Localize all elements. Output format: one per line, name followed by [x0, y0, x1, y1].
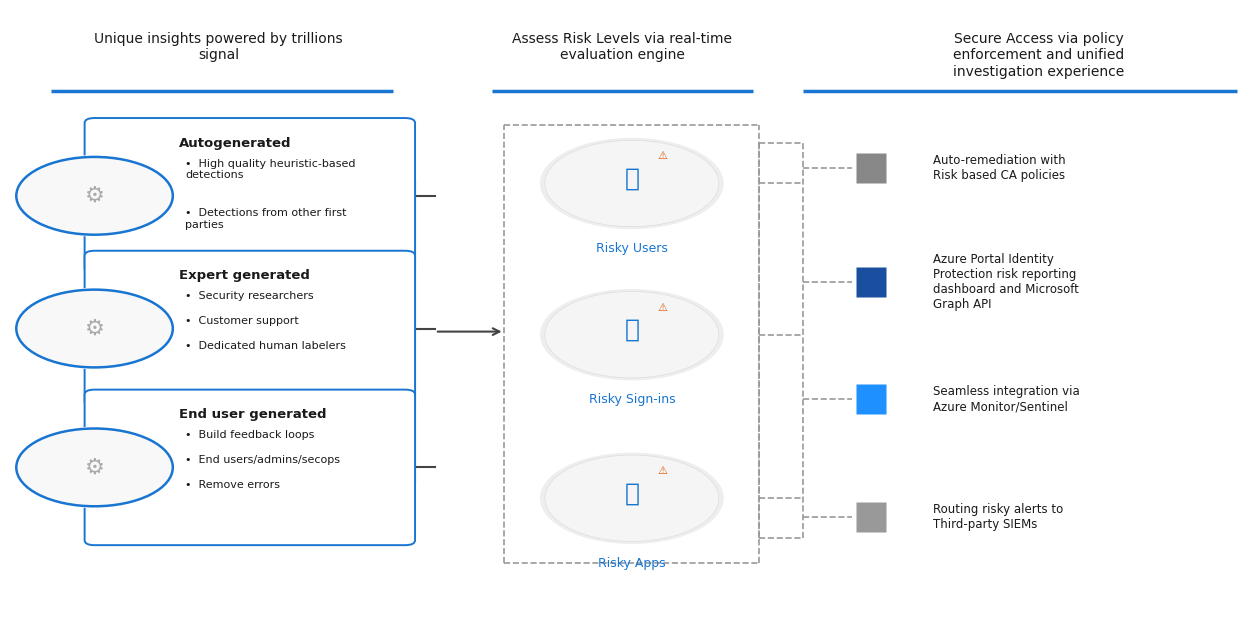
Text: Auto-remediation with
Risk based CA policies: Auto-remediation with Risk based CA poli…: [933, 154, 1066, 182]
Circle shape: [540, 138, 723, 229]
Text: •  Customer support: • Customer support: [186, 316, 299, 326]
Circle shape: [545, 291, 718, 378]
Circle shape: [16, 428, 173, 507]
Text: ⚠: ⚠: [657, 151, 667, 161]
Text: End user generated: End user generated: [179, 408, 326, 421]
Text: •  End users/admins/secops: • End users/admins/secops: [186, 455, 340, 465]
Text: Secure Access via policy
enforcement and unified
investigation experience: Secure Access via policy enforcement and…: [952, 32, 1124, 79]
Text: Autogenerated: Autogenerated: [179, 136, 291, 149]
Circle shape: [12, 155, 177, 237]
Text: •  Security researchers: • Security researchers: [186, 291, 314, 301]
Text: ⚙: ⚙: [85, 319, 105, 339]
Text: 👤: 👤: [624, 167, 640, 190]
Circle shape: [12, 288, 177, 370]
Text: Expert generated: Expert generated: [179, 269, 310, 282]
Text: ⚙: ⚙: [85, 458, 105, 477]
Text: •  Build feedback loops: • Build feedback loops: [186, 430, 315, 440]
Circle shape: [545, 455, 718, 541]
Text: Risky Users: Risky Users: [596, 242, 667, 255]
Text: 🖥: 🖥: [624, 481, 640, 505]
Circle shape: [540, 453, 723, 544]
Text: Risky Sign-ins: Risky Sign-ins: [589, 393, 675, 406]
FancyBboxPatch shape: [85, 250, 415, 406]
Text: Azure Portal Identity
Protection risk reporting
dashboard and Microsoft
Graph AP: Azure Portal Identity Protection risk re…: [933, 253, 1079, 311]
Text: Routing risky alerts to
Third-party SIEMs: Routing risky alerts to Third-party SIEM…: [933, 503, 1063, 531]
Text: •  Detections from other first
parties: • Detections from other first parties: [186, 208, 347, 230]
Text: •  Remove errors: • Remove errors: [186, 480, 280, 490]
Text: Assess Risk Levels via real-time
evaluation engine: Assess Risk Levels via real-time evaluat…: [513, 32, 732, 63]
Text: Seamless integration via
Azure Monitor/Sentinel: Seamless integration via Azure Monitor/S…: [933, 386, 1079, 414]
Circle shape: [540, 289, 723, 380]
Text: ⚙: ⚙: [85, 186, 105, 206]
Text: •  Dedicated human labelers: • Dedicated human labelers: [186, 341, 346, 351]
Text: ⚠: ⚠: [657, 303, 667, 312]
Circle shape: [16, 290, 173, 368]
Text: ⚠: ⚠: [657, 466, 667, 476]
Text: Unique insights powered by trillions
signal: Unique insights powered by trillions sig…: [95, 32, 344, 63]
Text: Risky Apps: Risky Apps: [598, 557, 666, 570]
Circle shape: [16, 157, 173, 235]
Text: 🔑: 🔑: [624, 318, 640, 342]
Circle shape: [12, 427, 177, 508]
Circle shape: [545, 140, 718, 227]
FancyBboxPatch shape: [85, 389, 415, 545]
Text: •  High quality heuristic-based
detections: • High quality heuristic-based detection…: [186, 159, 356, 180]
FancyBboxPatch shape: [85, 118, 415, 273]
